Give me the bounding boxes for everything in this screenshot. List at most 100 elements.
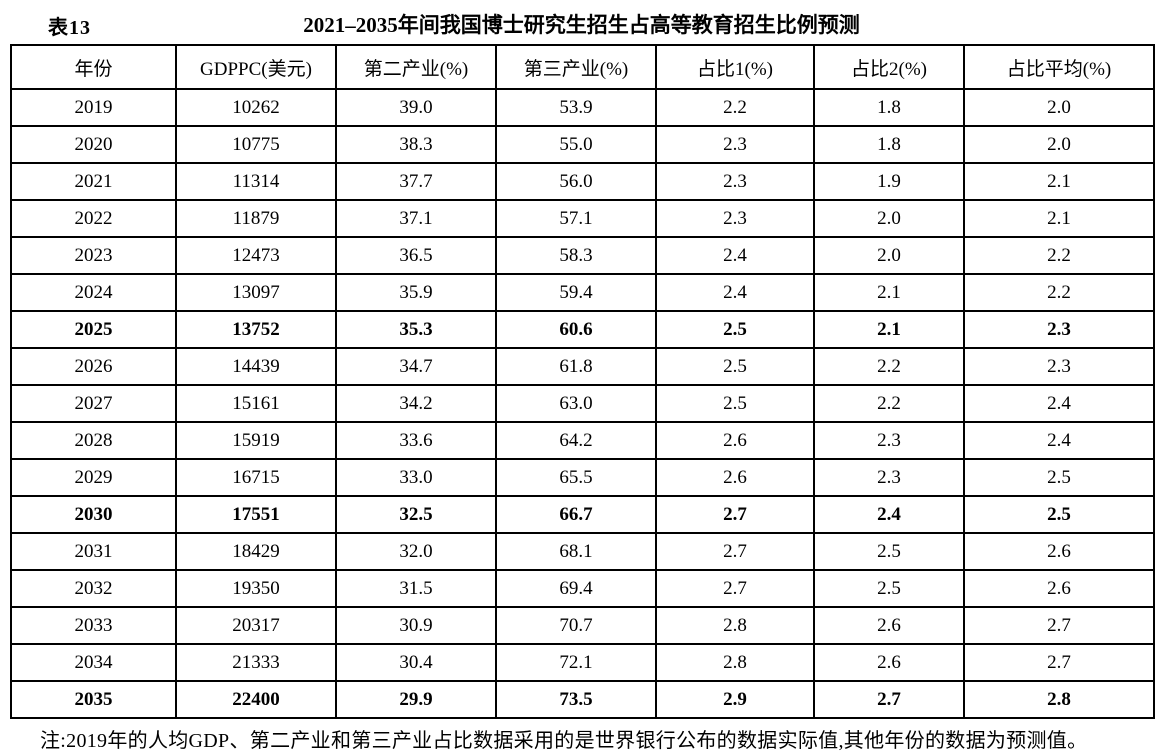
table-row: 2031 18429 32.0 68.1 2.7 2.5 2.6 <box>10 532 1155 571</box>
value-cell: 2.5 <box>655 310 815 349</box>
value-cell: 11314 <box>175 162 337 201</box>
value-cell: 2.6 <box>813 606 965 645</box>
table-row: 2025 13752 35.3 60.6 2.5 2.1 2.3 <box>10 310 1155 349</box>
value-cell: 2.5 <box>655 384 815 423</box>
value-cell: 21333 <box>175 643 337 682</box>
value-cell: 38.3 <box>335 125 497 164</box>
year-cell: 2027 <box>10 384 177 423</box>
year-cell: 2035 <box>10 680 177 719</box>
value-cell: 1.8 <box>813 88 965 127</box>
table-footnote: 注:2019年的人均GDP、第二产业和第三产业占比数据采用的是世界银行公布的数据… <box>40 730 1088 751</box>
value-cell: 2.1 <box>963 199 1155 238</box>
value-cell: 2.3 <box>813 458 965 497</box>
table-row: 2024 13097 35.9 59.4 2.4 2.1 2.2 <box>10 273 1155 312</box>
value-cell: 29.9 <box>335 680 497 719</box>
value-cell: 53.9 <box>495 88 657 127</box>
value-cell: 22400 <box>175 680 337 719</box>
value-cell: 68.1 <box>495 532 657 571</box>
column-header: 占比2(%) <box>813 44 965 90</box>
value-cell: 30.4 <box>335 643 497 682</box>
value-cell: 2.3 <box>655 125 815 164</box>
value-cell: 2.0 <box>963 125 1155 164</box>
table-row: 2022 11879 37.1 57.1 2.3 2.0 2.1 <box>10 199 1155 238</box>
value-cell: 56.0 <box>495 162 657 201</box>
value-cell: 2.8 <box>963 680 1155 719</box>
value-cell: 2.3 <box>963 310 1155 349</box>
value-cell: 69.4 <box>495 569 657 608</box>
table-row: 2029 16715 33.0 65.5 2.6 2.3 2.5 <box>10 458 1155 497</box>
value-cell: 1.8 <box>813 125 965 164</box>
value-cell: 65.5 <box>495 458 657 497</box>
value-cell: 2.3 <box>963 347 1155 386</box>
value-cell: 55.0 <box>495 125 657 164</box>
forecast-table: 年份 GDPPC(美元) 第二产业(%) 第三产业(%) 占比1(%) 占比2(%) 占比平… <box>10 44 1155 719</box>
value-cell: 39.0 <box>335 88 497 127</box>
year-cell: 2019 <box>10 88 177 127</box>
value-cell: 2.4 <box>655 273 815 312</box>
value-cell: 2.2 <box>813 347 965 386</box>
value-cell: 2.4 <box>963 421 1155 460</box>
year-cell: 2029 <box>10 458 177 497</box>
table-head: 年份 GDPPC(美元) 第二产业(%) 第三产业(%) 占比1(%) 占比2(%) 占比平… <box>10 44 1155 90</box>
value-cell: 2.5 <box>655 347 815 386</box>
value-cell: 2.7 <box>963 606 1155 645</box>
value-cell: 10775 <box>175 125 337 164</box>
value-cell: 2.4 <box>963 384 1155 423</box>
year-cell: 2026 <box>10 347 177 386</box>
value-cell: 66.7 <box>495 495 657 534</box>
value-cell: 35.9 <box>335 273 497 312</box>
value-cell: 2.3 <box>813 421 965 460</box>
table-row: 2033 20317 30.9 70.7 2.8 2.6 2.7 <box>10 606 1155 645</box>
value-cell: 1.9 <box>813 162 965 201</box>
value-cell: 57.1 <box>495 199 657 238</box>
year-cell: 2021 <box>10 162 177 201</box>
year-cell: 2034 <box>10 643 177 682</box>
value-cell: 13097 <box>175 273 337 312</box>
value-cell: 19350 <box>175 569 337 608</box>
value-cell: 10262 <box>175 88 337 127</box>
value-cell: 2.1 <box>963 162 1155 201</box>
value-cell: 15919 <box>175 421 337 460</box>
year-cell: 2033 <box>10 606 177 645</box>
table-row: 2030 17551 32.5 66.7 2.7 2.4 2.5 <box>10 495 1155 534</box>
value-cell: 2.6 <box>813 643 965 682</box>
table-row: 2034 21333 30.4 72.1 2.8 2.6 2.7 <box>10 643 1155 682</box>
value-cell: 2.0 <box>813 236 965 275</box>
table-header-row: 年份 GDPPC(美元) 第二产业(%) 第三产业(%) 占比1(%) 占比2(%) 占比平… <box>10 44 1155 90</box>
value-cell: 33.0 <box>335 458 497 497</box>
value-cell: 33.6 <box>335 421 497 460</box>
value-cell: 2.5 <box>813 569 965 608</box>
value-cell: 36.5 <box>335 236 497 275</box>
value-cell: 2.6 <box>655 421 815 460</box>
value-cell: 2.8 <box>655 606 815 645</box>
value-cell: 2.1 <box>813 273 965 312</box>
value-cell: 2.7 <box>963 643 1155 682</box>
value-cell: 58.3 <box>495 236 657 275</box>
value-cell: 2.7 <box>655 569 815 608</box>
table-title: 2021–2035年间我国博士研究生招生占高等教育招生比例预测 <box>303 13 860 37</box>
value-cell: 2.4 <box>813 495 965 534</box>
table-body: 2019 10262 39.0 53.9 2.2 1.8 2.0 2020 10775 38.3 5… <box>10 88 1155 719</box>
value-cell: 2.5 <box>813 532 965 571</box>
year-cell: 2031 <box>10 532 177 571</box>
value-cell: 59.4 <box>495 273 657 312</box>
value-cell: 16715 <box>175 458 337 497</box>
value-cell: 11879 <box>175 199 337 238</box>
value-cell: 60.6 <box>495 310 657 349</box>
value-cell: 2.6 <box>963 569 1155 608</box>
value-cell: 34.7 <box>335 347 497 386</box>
value-cell: 2.8 <box>655 643 815 682</box>
year-cell: 2032 <box>10 569 177 608</box>
value-cell: 2.7 <box>813 680 965 719</box>
table-row: 2019 10262 39.0 53.9 2.2 1.8 2.0 <box>10 88 1155 127</box>
column-header: GDPPC(美元) <box>175 44 337 90</box>
value-cell: 2.2 <box>813 384 965 423</box>
value-cell: 35.3 <box>335 310 497 349</box>
table-number-label: 表13 <box>48 17 91 39</box>
value-cell: 15161 <box>175 384 337 423</box>
table-row: 2027 15161 34.2 63.0 2.5 2.2 2.4 <box>10 384 1155 423</box>
column-header: 第三产业(%) <box>495 44 657 90</box>
value-cell: 2.2 <box>655 88 815 127</box>
value-cell: 13752 <box>175 310 337 349</box>
